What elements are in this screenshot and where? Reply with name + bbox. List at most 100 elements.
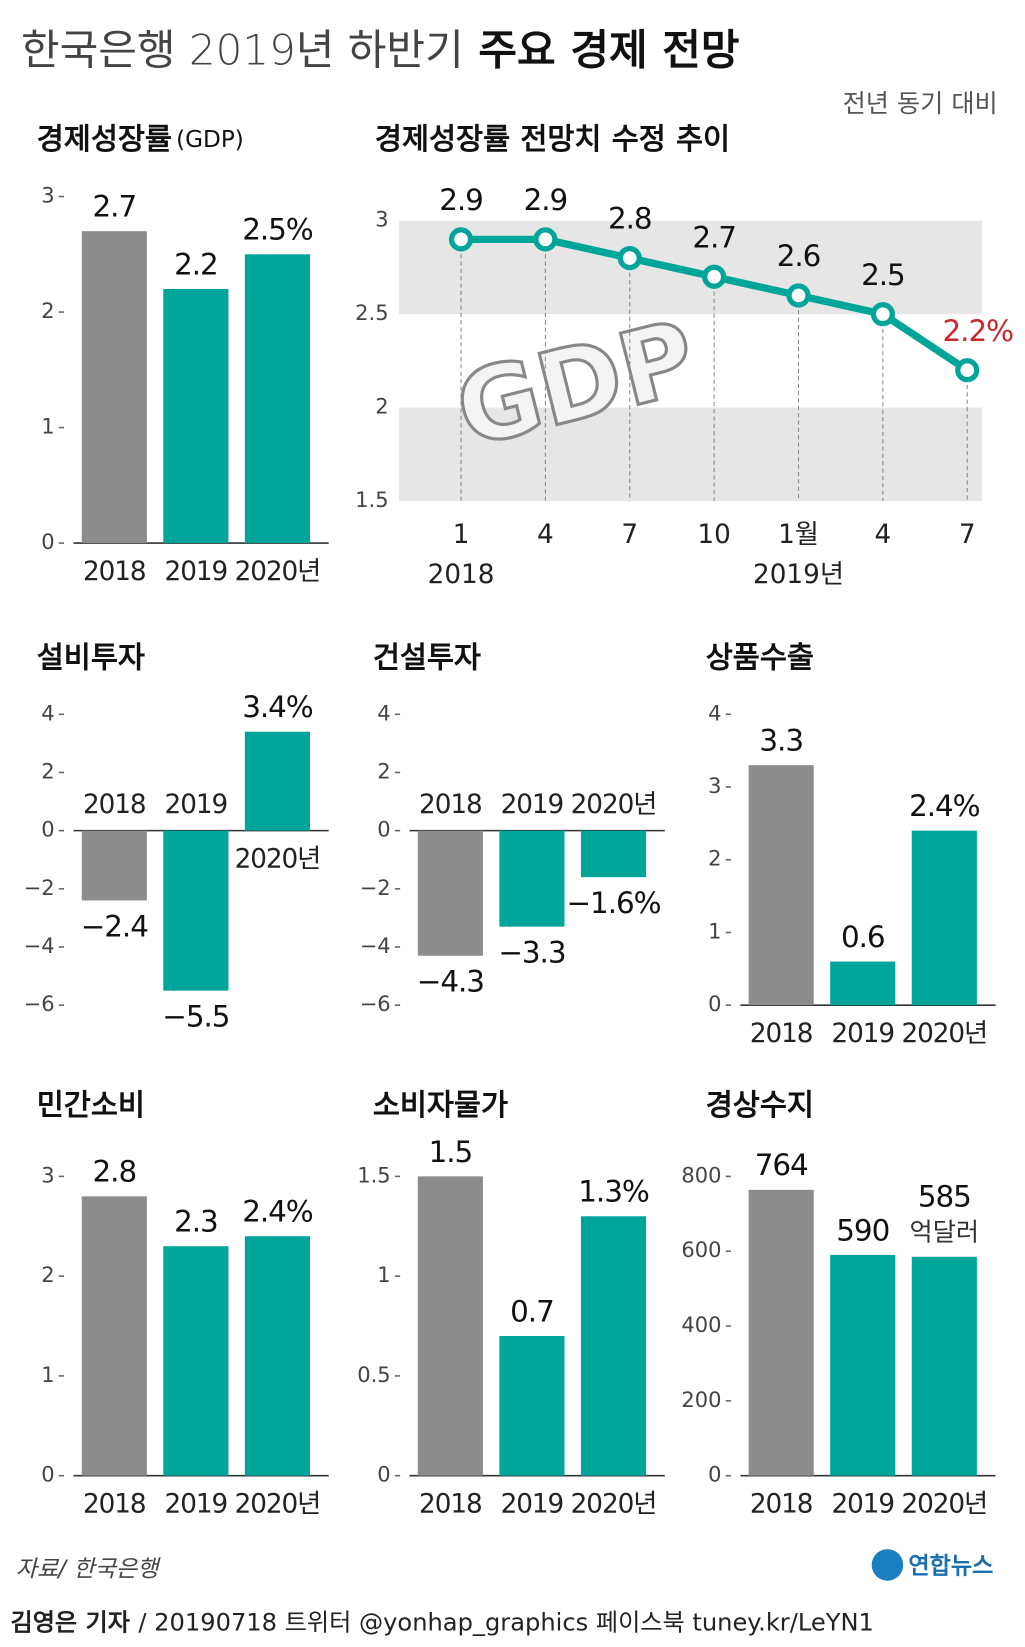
bar	[580, 830, 647, 878]
chart-title: 경제성장률 (GDP)	[37, 121, 244, 155]
x-tick-label: 2018	[419, 790, 482, 820]
x-tick-label: 2020년	[901, 1019, 987, 1049]
reporter: 김영은 기자	[11, 1609, 130, 1637]
bar	[748, 765, 814, 1006]
marker	[702, 264, 727, 289]
x-tick-label: 2018	[750, 1019, 813, 1049]
value-label: −2.4	[81, 909, 149, 943]
source: 자료/ 한국은행	[16, 1557, 161, 1583]
y-tick-label: 1	[41, 415, 54, 439]
value-label: 2.6	[777, 239, 821, 273]
band	[399, 407, 982, 502]
y-tick-label: 2.5	[355, 301, 388, 325]
value-label: 2.9	[524, 183, 568, 217]
chart-title-text: 경제성장률	[37, 121, 172, 155]
x-tick-label: 7	[959, 520, 976, 550]
y-tick-label: 1	[708, 919, 721, 943]
x-tick-label: 2019	[501, 790, 564, 820]
x-tick-label: 10	[697, 520, 730, 550]
marker	[617, 245, 642, 271]
y-tick-label: 4	[377, 701, 390, 725]
chart-title: 설비투자	[37, 640, 145, 674]
x-tick-label: 2019	[165, 1490, 228, 1520]
y-tick-label: −2	[360, 876, 391, 900]
x-tick-label: 2019	[831, 1490, 894, 1520]
year-label: 2018	[428, 560, 495, 590]
y-tick-label: 4	[708, 701, 721, 725]
bar	[244, 1236, 310, 1476]
x-tick-label: 2019	[165, 790, 228, 820]
main-title: 한국은행 2019년 하반기 주요 경제 전망	[21, 25, 740, 74]
x-tick-label: 2018	[83, 557, 146, 587]
x-tick-label: 7	[621, 520, 638, 550]
chart-title-text: 소비자물가	[373, 1088, 508, 1122]
value-label: 2.8	[93, 1155, 137, 1189]
value-label: −5.5	[162, 999, 229, 1033]
bar	[163, 830, 229, 991]
chart-title: 경상수지	[706, 1088, 814, 1122]
value-label: 2.7	[93, 190, 137, 224]
x-tick-label: 2020년	[571, 790, 657, 820]
bar	[244, 254, 310, 544]
x-tick-label: 2019	[831, 1019, 894, 1049]
chart-title: 민간소비	[37, 1088, 145, 1122]
bar	[81, 830, 147, 901]
chart-title-text: 경제성장률 전망치 수정 추이	[375, 121, 730, 155]
y-tick-label: 600	[681, 1238, 721, 1262]
marker	[870, 302, 895, 327]
y-tick-label: −6	[24, 992, 55, 1016]
y-tick-label: 3	[41, 1163, 54, 1187]
value-label: 2.2	[174, 247, 218, 281]
bar	[163, 288, 229, 544]
value-label: 2.5%	[242, 213, 313, 247]
bar	[163, 1246, 229, 1476]
value-label: −1.6%	[566, 886, 660, 920]
y-tick-label: 0	[41, 530, 54, 554]
title-light: 한국은행 2019년 하반기	[21, 25, 464, 74]
value-label: 2.3	[174, 1205, 218, 1239]
marker	[533, 227, 558, 252]
x-tick-label: 2018	[419, 1490, 482, 1520]
y-tick-label: 1	[377, 1263, 390, 1287]
x-tick-label: 2020년	[571, 1490, 657, 1520]
y-tick-label: 400	[681, 1313, 721, 1337]
y-tick-label: 1	[41, 1363, 54, 1387]
y-tick-label: 0	[377, 818, 390, 842]
bar	[911, 1256, 977, 1476]
chart-title: 상품수출	[706, 640, 814, 674]
chart-title-text: 민간소비	[37, 1088, 145, 1122]
x-tick-label: 2019	[165, 557, 228, 587]
y-tick-label: 0.5	[357, 1363, 390, 1387]
chart-title-text: 상품수출	[706, 640, 814, 674]
bar	[830, 1254, 896, 1476]
y-tick-label: 1.5	[357, 1163, 390, 1187]
value-label: 2.9	[439, 183, 483, 217]
y-tick-label: 2	[375, 395, 388, 419]
chart-title: 경제성장률 전망치 수정 추이	[375, 121, 730, 155]
chart-title-text: 경상수지	[706, 1088, 814, 1122]
x-tick-label: 1	[453, 520, 470, 550]
value-label: 2.4%	[242, 1195, 313, 1229]
y-tick-label: 0	[41, 818, 54, 842]
bar	[81, 231, 147, 544]
y-tick-label: 0	[708, 1463, 721, 1487]
y-tick-label: 2	[708, 847, 721, 871]
x-tick-label: 2020년	[235, 845, 321, 875]
value-label: 2.4%	[909, 789, 980, 823]
chart-title-text: 건설투자	[373, 640, 481, 674]
y-tick-label: 800	[681, 1163, 721, 1187]
x-tick-label: 2019	[501, 1490, 564, 1520]
y-tick-label: −4	[360, 934, 391, 958]
value-label: 1.3%	[578, 1175, 649, 1209]
chart-title-text: 설비투자	[37, 640, 145, 674]
bar	[81, 1196, 147, 1476]
marker	[786, 283, 811, 308]
note: 전년 동기 대비	[843, 89, 998, 118]
y-tick-label: 0	[377, 1463, 390, 1487]
value-label: 590	[836, 1213, 889, 1247]
bar	[830, 961, 896, 1006]
chart-subtitle: (GDP)	[176, 126, 244, 152]
x-tick-label: 2018	[83, 1490, 146, 1520]
